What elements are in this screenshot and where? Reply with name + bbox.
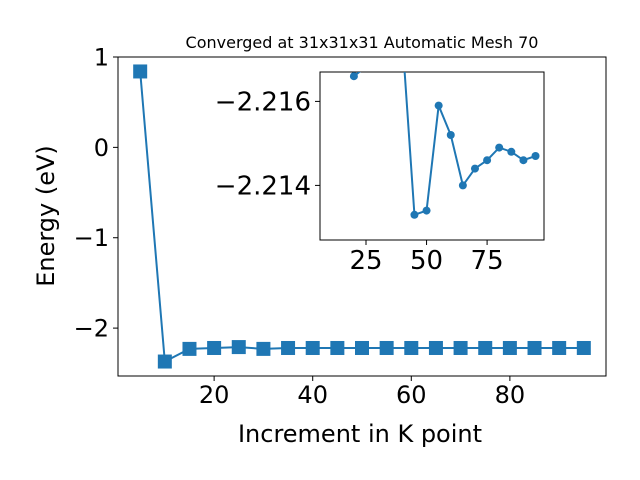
y-tick-label: 0 [94,134,109,162]
marker [483,156,492,165]
x-tick-label: 20 [199,381,230,409]
marker [470,164,479,173]
marker [502,340,517,355]
marker [458,181,467,190]
marker [495,143,504,152]
x-tick-label: 60 [396,381,427,409]
marker [519,156,528,165]
x-axis-label: Increment in K point [238,420,482,448]
marker [133,64,148,79]
marker [446,131,455,139]
marker [576,340,591,355]
series [133,64,591,369]
marker [231,340,246,355]
series [349,72,540,219]
marker [379,340,394,355]
marker [527,340,542,355]
marker [182,341,197,356]
marker [434,101,443,110]
y-tick-label: −2 [74,315,109,343]
marker [404,340,419,355]
marker [349,72,358,81]
marker [355,340,369,355]
x-tick-label: 50 [410,246,443,276]
marker [256,341,271,356]
marker [207,340,222,355]
marker [422,206,431,215]
x-tick-label: 75 [471,246,504,276]
marker [330,340,345,355]
y-tick-label: −2.216 [215,88,311,118]
marker [453,340,468,355]
marker [507,147,516,156]
marker [157,354,172,369]
marker [305,340,320,355]
y-tick-label: 1 [94,43,109,71]
chart-title: Converged at 31x31x31 Automatic Mesh 70 [186,33,539,52]
y-tick-label: −2.214 [215,172,311,202]
marker [531,152,540,160]
x-tick-label: 25 [349,246,382,276]
marker [552,340,567,355]
marker [428,340,443,355]
x-tick-label: 80 [495,381,526,409]
x-tick-label: 40 [297,381,328,409]
y-tick-label: −1 [74,224,109,252]
marker [281,340,296,355]
y-axis-label: Energy (eV) [32,145,60,287]
marker [478,340,493,355]
marker [410,210,419,219]
